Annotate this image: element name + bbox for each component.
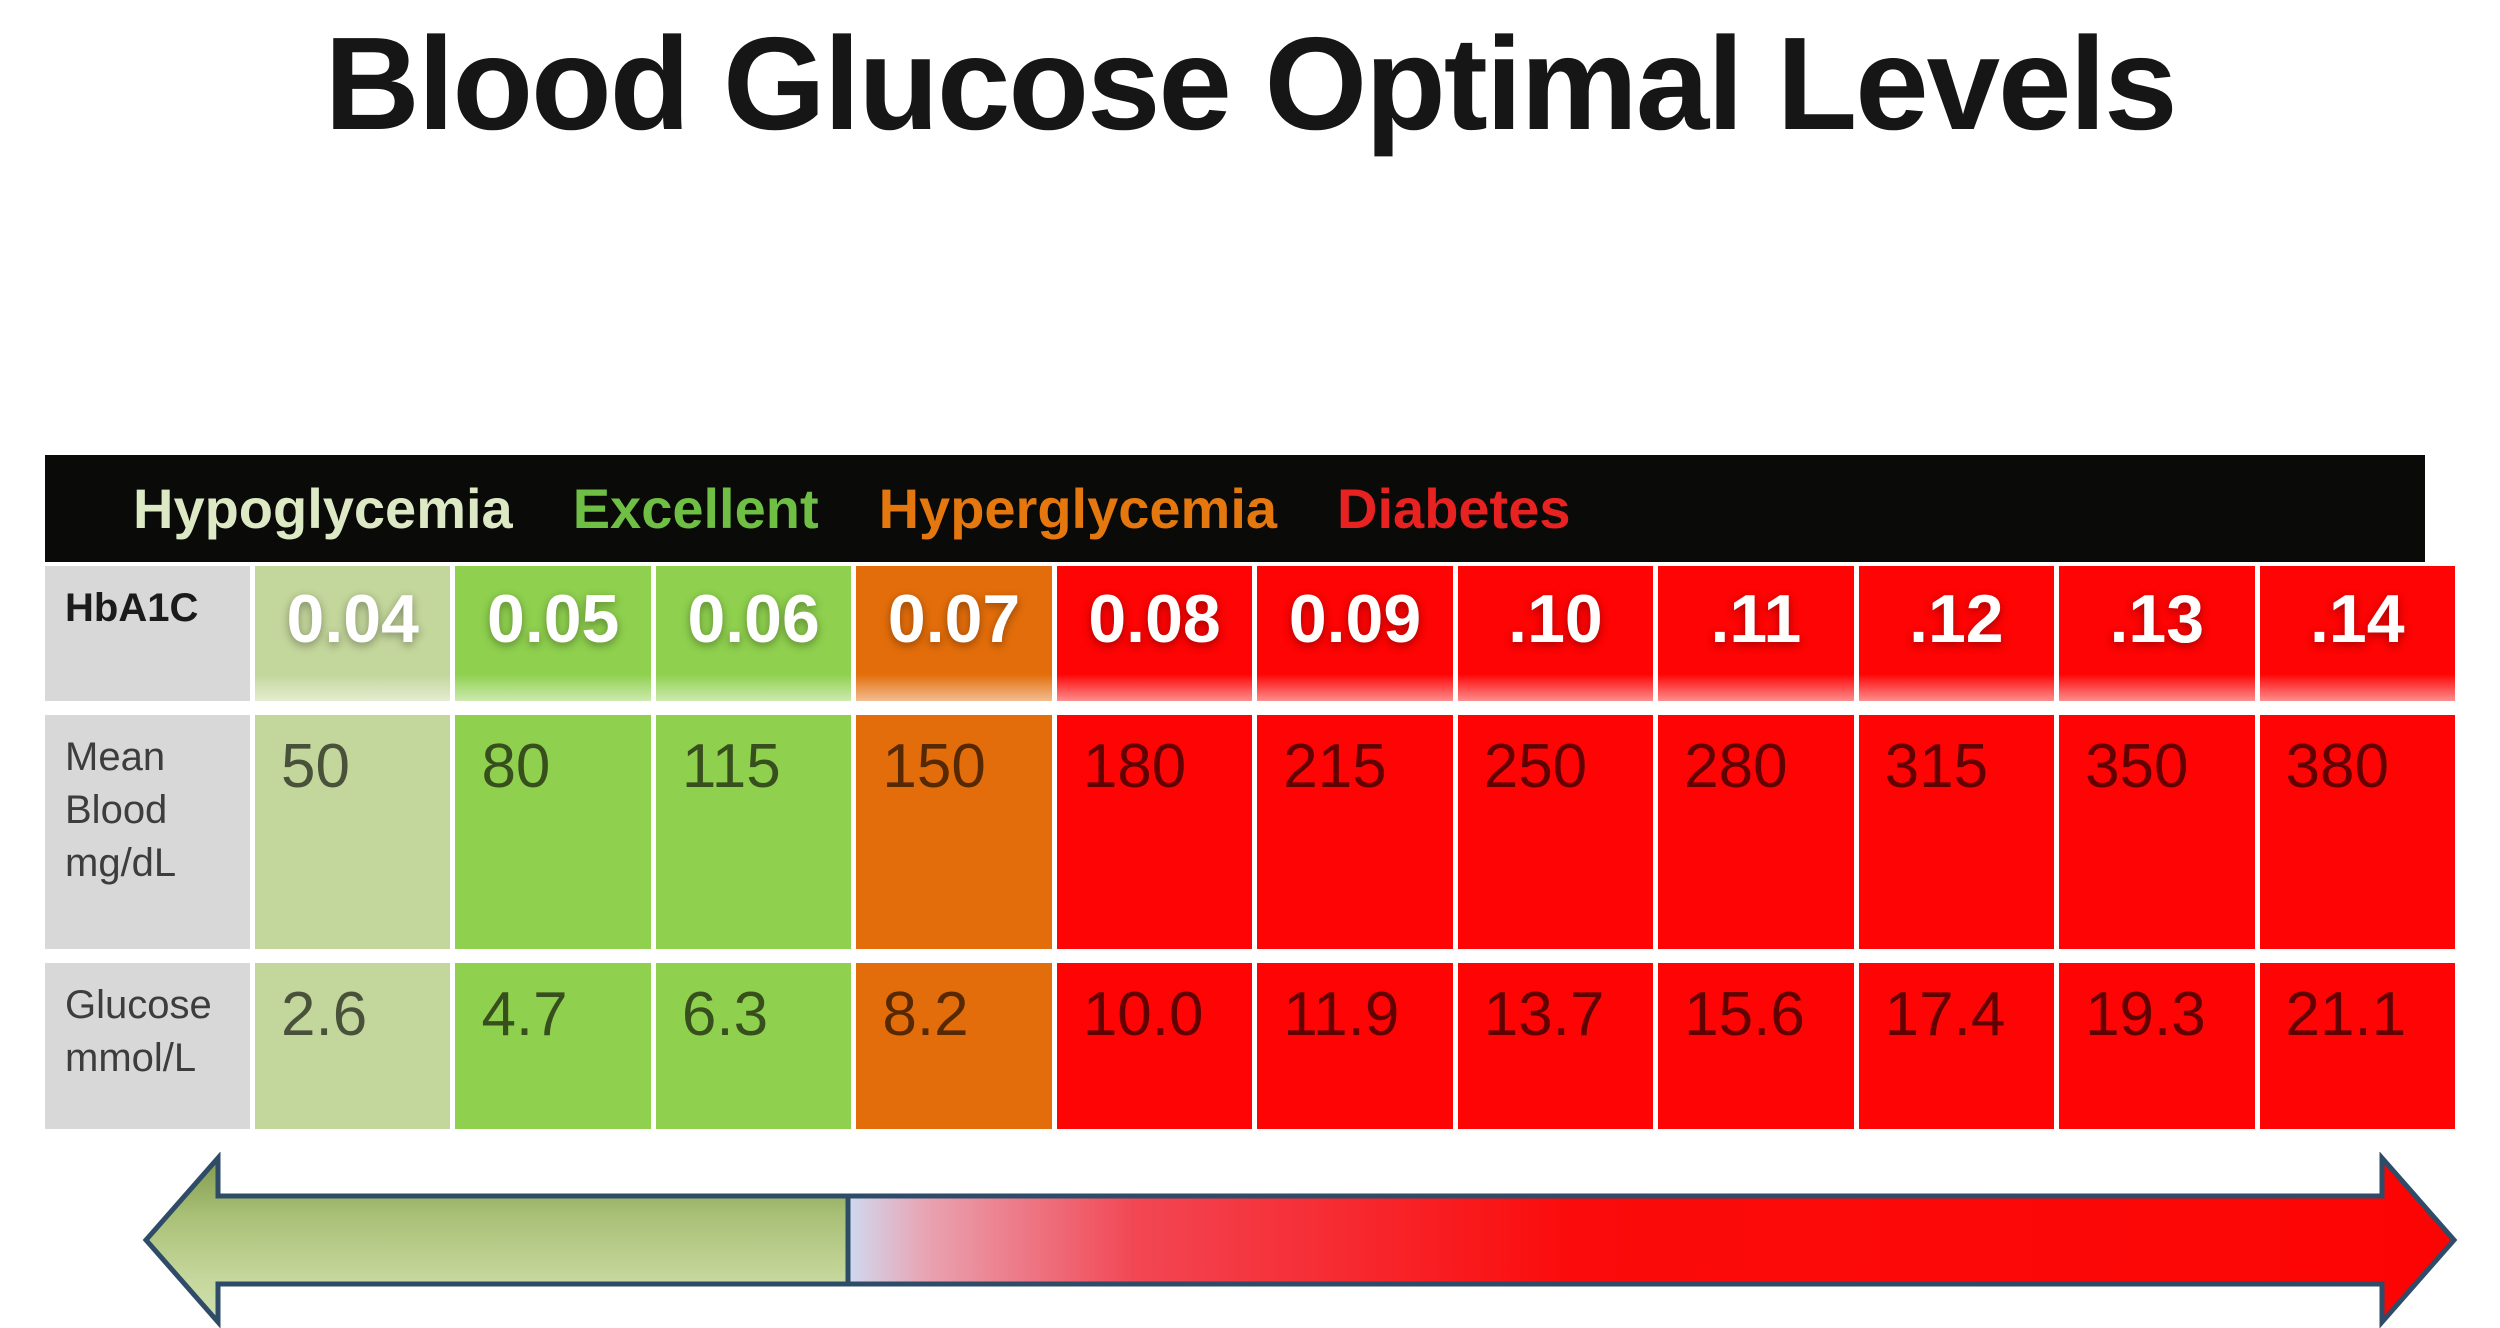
table-cell-hba1c-7: .11 bbox=[1658, 566, 1854, 701]
table-cell-mgdl-10: 380 bbox=[2259, 715, 2455, 949]
table-cell-mmol-6: 13.7 bbox=[1457, 963, 1654, 1129]
legend-item-hyperglycemia: Hyperglycemia bbox=[878, 477, 1278, 540]
legend-bar: Hypoglycemia Excellent Hyperglycemia Dia… bbox=[45, 455, 2425, 562]
table-cell-mgdl-2: 115 bbox=[655, 715, 852, 949]
table-cell-hba1c-10: .14 bbox=[2259, 566, 2455, 701]
table-cell-mmol-7: 15.6 bbox=[1658, 963, 1854, 1129]
row-header-hba1c: HbA1C bbox=[45, 566, 250, 701]
table-cell-hba1c-9: .13 bbox=[2059, 566, 2255, 701]
table-cell-hba1c-5: 0.09 bbox=[1257, 566, 1453, 701]
table-cell-mgdl-9: 350 bbox=[2059, 715, 2255, 949]
table-cell-hba1c-2: 0.06 bbox=[655, 566, 852, 701]
page-title: Blood Glucose Optimal Levels bbox=[324, 10, 2177, 157]
row-header-mean-blood: Mean Blood mg/dL bbox=[45, 715, 250, 949]
table-cell-mgdl-7: 280 bbox=[1658, 715, 1854, 949]
glucose-table: HbA1C 0.04 0.05 0.06 0.07 0.08 0.09 .10 … bbox=[45, 566, 2455, 1129]
table-cell-mmol-8: 17.4 bbox=[1858, 963, 2055, 1129]
table-cell-mmol-3: 8.2 bbox=[856, 963, 1052, 1129]
table-cell-mgdl-6: 250 bbox=[1457, 715, 1654, 949]
table-cell-mmol-0: 2.6 bbox=[255, 963, 451, 1129]
legend-item-hypoglycemia: Hypoglycemia bbox=[133, 477, 513, 540]
table-cell-mmol-4: 10.0 bbox=[1056, 963, 1253, 1129]
table-cell-mmol-10: 21.1 bbox=[2259, 963, 2455, 1129]
table-cell-mmol-9: 19.3 bbox=[2059, 963, 2255, 1129]
table-cell-mgdl-3: 150 bbox=[856, 715, 1052, 949]
table-cell-mmol-5: 11.9 bbox=[1257, 963, 1453, 1129]
severity-gradient-arrow bbox=[142, 1152, 2458, 1328]
table-cell-hba1c-1: 0.05 bbox=[455, 566, 651, 701]
table-cell-hba1c-0: 0.04 bbox=[255, 566, 451, 701]
table-cell-hba1c-8: .12 bbox=[1858, 566, 2055, 701]
table-cell-mmol-2: 6.3 bbox=[655, 963, 852, 1129]
arrow-left-green-segment bbox=[142, 1152, 851, 1328]
table-cell-hba1c-3: 0.07 bbox=[856, 566, 1052, 701]
table-cell-mgdl-1: 80 bbox=[455, 715, 651, 949]
table-cell-mgdl-0: 50 bbox=[255, 715, 451, 949]
legend-item-excellent: Excellent bbox=[572, 477, 819, 540]
legend-item-diabetes: Diabetes bbox=[1337, 477, 1571, 540]
table-cell-mgdl-8: 315 bbox=[1858, 715, 2055, 949]
arrow-right-red-segment bbox=[845, 1152, 2458, 1328]
row-header-glucose-mmol: Glucose mmol/L bbox=[45, 963, 250, 1129]
table-cell-mgdl-4: 180 bbox=[1056, 715, 1253, 949]
table-cell-mgdl-5: 215 bbox=[1257, 715, 1453, 949]
table-cell-mmol-1: 4.7 bbox=[455, 963, 651, 1129]
table-cell-hba1c-4: 0.08 bbox=[1056, 566, 1253, 701]
table-cell-hba1c-6: .10 bbox=[1457, 566, 1654, 701]
